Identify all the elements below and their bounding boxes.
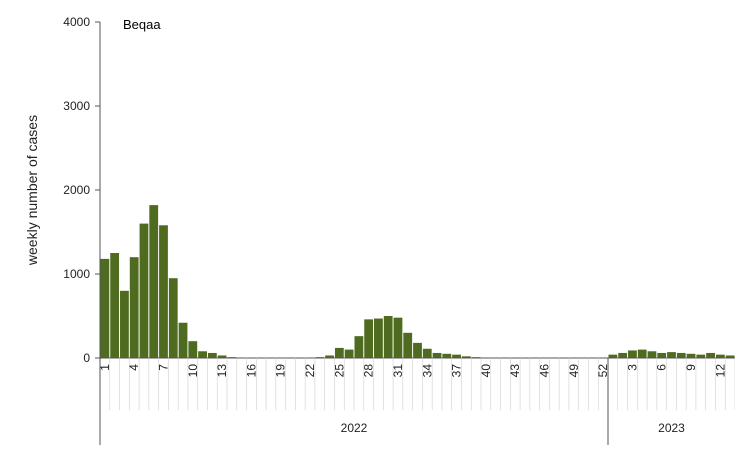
bar xyxy=(461,356,471,358)
x-tick-label: 34 xyxy=(420,364,434,378)
bar xyxy=(686,353,696,358)
bar xyxy=(188,341,198,358)
x-tick-label: 1 xyxy=(98,364,112,371)
y-tick-label: 4000 xyxy=(63,15,90,29)
bar xyxy=(657,352,667,358)
bar xyxy=(676,352,686,358)
bar xyxy=(608,354,618,358)
x-tick-label: 3 xyxy=(625,364,639,371)
x-tick-label: 37 xyxy=(450,364,464,378)
bar xyxy=(149,205,159,358)
bar xyxy=(139,223,149,358)
y-tick-label: 1000 xyxy=(63,267,90,281)
year-label: 2023 xyxy=(658,421,685,435)
x-axis: 1 4 7 10 13 16 19 22 25 28 31 34 37 40 43 46 49 52 3 6 9 12 20… xyxy=(98,357,735,445)
bar xyxy=(354,336,364,358)
x-tick-label: 12 xyxy=(713,364,727,378)
bar xyxy=(628,350,637,358)
bar xyxy=(159,225,168,358)
x-tick-label: 16 xyxy=(244,364,258,378)
x-tick-label: 40 xyxy=(479,364,493,378)
x-tick-label: 10 xyxy=(186,364,200,378)
x-tick-label: 43 xyxy=(508,364,522,378)
x-tick-label: 19 xyxy=(274,364,288,378)
x-tick-label: 6 xyxy=(655,364,669,371)
bar xyxy=(432,352,442,358)
bar xyxy=(403,332,413,358)
x-tick-label: 49 xyxy=(567,364,581,378)
x-tick-label: 13 xyxy=(215,364,229,378)
x-tick-label: 9 xyxy=(684,364,698,371)
bar xyxy=(618,352,628,358)
x-tick-label: 7 xyxy=(157,364,171,371)
bar xyxy=(198,351,207,358)
bar xyxy=(120,290,129,358)
bar xyxy=(706,352,715,358)
x-tick-label: 4 xyxy=(127,364,141,371)
bar xyxy=(696,354,706,358)
bar xyxy=(207,352,217,358)
bar xyxy=(129,257,139,358)
bar xyxy=(725,355,735,358)
x-tick-label: 46 xyxy=(538,364,552,378)
year-label: 2022 xyxy=(341,421,368,435)
bar xyxy=(637,349,647,358)
bar xyxy=(442,353,452,358)
bar xyxy=(334,347,344,358)
x-tick-label: 25 xyxy=(332,364,346,378)
bar xyxy=(325,355,334,358)
bar xyxy=(344,349,354,358)
bar xyxy=(383,316,393,358)
y-axis-label: weekly number of cases xyxy=(24,115,40,266)
bar xyxy=(715,354,725,358)
bar xyxy=(413,342,422,358)
y-tick-label: 3000 xyxy=(63,99,90,113)
x-tick-label: 22 xyxy=(303,364,317,378)
bar xyxy=(364,319,374,358)
bar xyxy=(217,355,227,358)
y-tick-label: 0 xyxy=(83,351,90,365)
bar xyxy=(100,258,110,358)
bar xyxy=(422,348,432,358)
bar xyxy=(110,253,120,358)
bar xyxy=(452,354,461,358)
bar xyxy=(647,351,657,358)
bar xyxy=(168,278,178,358)
y-tick-label: 2000 xyxy=(63,183,90,197)
x-tick-label: 31 xyxy=(391,364,405,378)
y-axis: 0 1000 2000 3000 4000 xyxy=(63,15,101,365)
bar xyxy=(178,322,188,358)
chart-title: Beqaa xyxy=(123,17,161,32)
bar xyxy=(374,318,383,358)
x-tick-label: 52 xyxy=(596,364,610,378)
bar xyxy=(667,352,676,358)
bars xyxy=(100,205,735,358)
x-tick-label: 28 xyxy=(362,364,376,378)
bar xyxy=(393,317,403,358)
